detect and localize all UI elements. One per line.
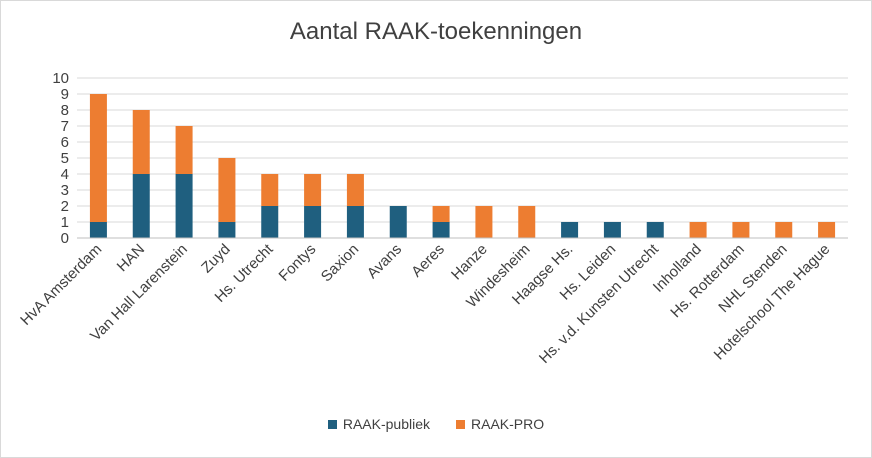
bar-segment <box>475 206 493 238</box>
y-tick-label: 4 <box>61 166 69 183</box>
bar-segment <box>132 174 150 238</box>
bar-segment <box>346 206 364 238</box>
bar-segment <box>132 110 150 174</box>
bar-segment <box>89 94 107 222</box>
x-tick-label: HvA Amsterdam <box>17 241 105 329</box>
bar-segment <box>89 222 107 238</box>
bar-segment <box>732 222 750 238</box>
bar-segment <box>261 206 279 238</box>
bar-segment <box>304 174 322 206</box>
legend-item-raak-publiek: RAAK-publiek <box>327 416 431 432</box>
y-tick-label: 6 <box>61 134 69 151</box>
bar-segment <box>518 206 536 238</box>
bar-segment <box>561 222 579 238</box>
bar-segment <box>218 222 236 238</box>
bar-segment <box>432 222 450 238</box>
bar-segment <box>175 126 193 174</box>
x-tick-label: Aeres <box>408 241 448 281</box>
legend: RAAK-publiek RAAK-PRO <box>0 416 872 432</box>
bar-segment <box>689 222 707 238</box>
bar-segment <box>304 206 322 238</box>
x-tick-label: Fontys <box>276 241 320 285</box>
bar-segment <box>346 174 364 206</box>
bar-segment <box>175 174 193 238</box>
bar-segment <box>646 222 664 238</box>
x-tick-label: Avans <box>364 241 405 282</box>
x-tick-label: Hs. Rotterdam <box>667 241 747 321</box>
y-tick-label: 2 <box>61 198 69 215</box>
legend-item-raak-pro: RAAK-PRO <box>456 416 544 432</box>
chart-title: Aantal RAAK-toekenningen <box>289 18 583 45</box>
bar-segment <box>775 222 793 238</box>
x-tick-label: Saxion <box>318 241 362 285</box>
bar-segment <box>389 206 407 238</box>
y-tick-label: 7 <box>61 118 69 135</box>
y-tick-label: 5 <box>61 150 69 167</box>
y-tick-label: 3 <box>61 182 69 199</box>
y-tick-label: 8 <box>61 102 69 119</box>
y-tick-label: 1 <box>61 214 69 231</box>
legend-swatch-raak-pro <box>456 419 466 429</box>
legend-label-raak-pro: RAAK-PRO <box>471 416 545 432</box>
bar-segment <box>261 174 279 206</box>
x-tick-label: HAN <box>114 241 148 275</box>
y-tick-label: 9 <box>61 86 69 103</box>
y-tick-label: 10 <box>52 70 69 87</box>
bar-segment <box>818 222 836 238</box>
x-tick-label: Zuyd <box>198 241 234 277</box>
y-tick-label: 0 <box>61 230 69 247</box>
legend-label-raak-publiek: RAAK-publiek <box>342 416 431 432</box>
bar-segment <box>603 222 621 238</box>
bar-segment <box>218 158 236 222</box>
legend-swatch-raak-publiek <box>327 419 337 429</box>
bar-segment <box>432 206 450 222</box>
